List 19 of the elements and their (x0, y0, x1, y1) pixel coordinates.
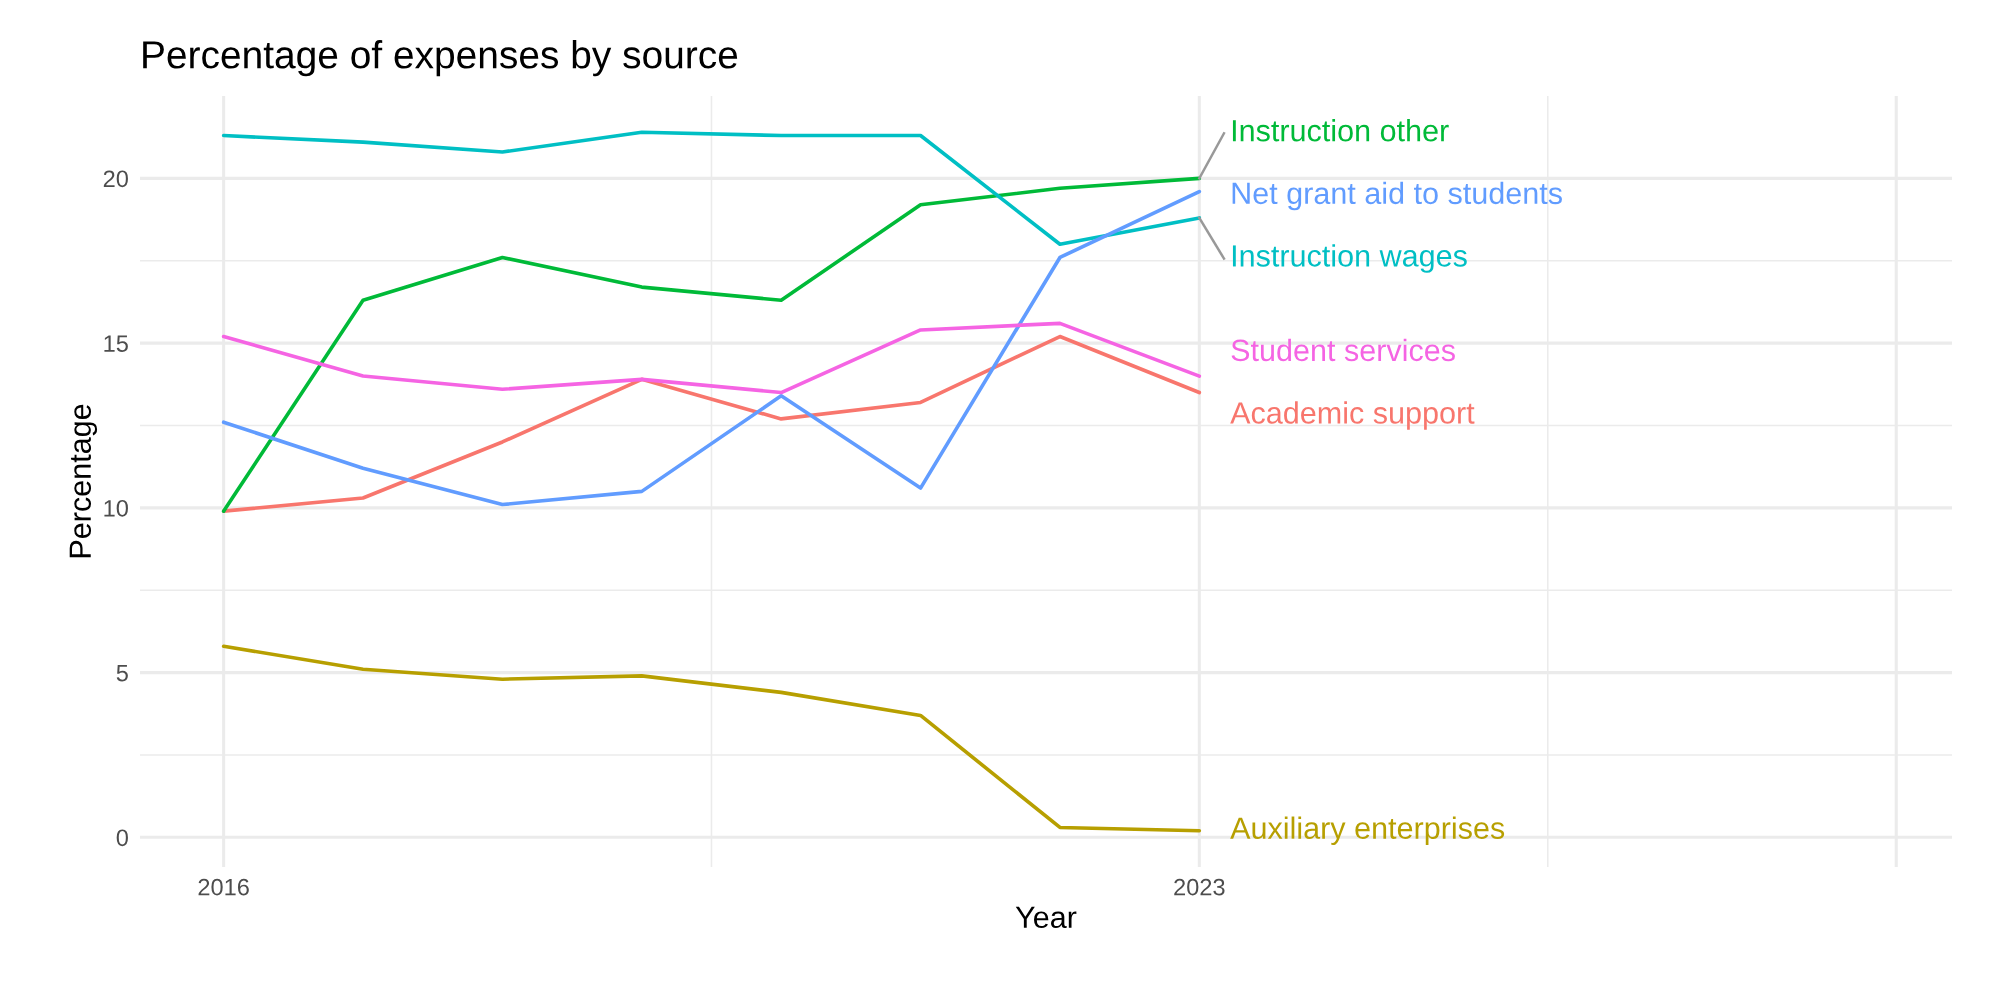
line-series (221, 130, 1202, 247)
x-axis-title: Year (1015, 906, 1077, 929)
x-tick-label: 2016 (198, 878, 249, 896)
series-label: Instruction wages (1232, 244, 1467, 273)
x-tick-label: 2023 (1174, 878, 1225, 896)
y-tick-label: 10 (104, 499, 128, 517)
series-label: Net grant aid to students (1232, 181, 1562, 211)
y-tick-label: 0 (116, 829, 128, 847)
series-label: Student services (1231, 338, 1455, 362)
y-tick-label: 5 (116, 664, 128, 682)
series-label: Auxiliary enterprises (1230, 816, 1505, 845)
line-series (221, 321, 1202, 395)
series-label: Instruction other (1232, 119, 1449, 142)
line-series (221, 644, 1202, 833)
series-label: Academic support (1230, 401, 1475, 430)
y-tick-label: 15 (104, 335, 128, 352)
y-axis-title: Percentage (69, 404, 98, 558)
y-tick-label: 20 (103, 170, 128, 188)
chart-title: Percentage of expenses by source (143, 40, 738, 77)
